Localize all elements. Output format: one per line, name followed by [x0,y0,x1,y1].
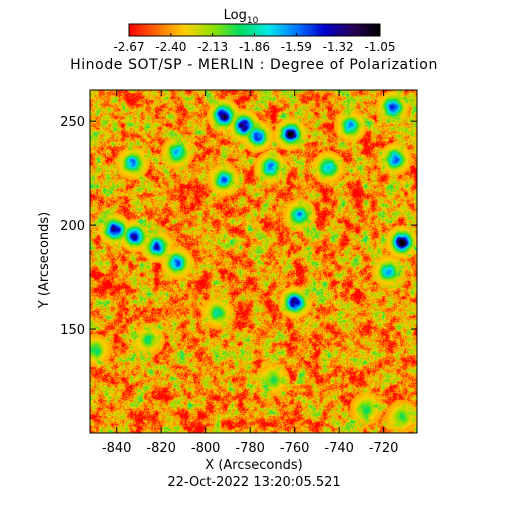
x-tick-label: -840 [102,441,132,456]
colorbar-tick-label: -2.40 [155,40,186,54]
colorbar-tick-label: -1.86 [239,40,270,54]
y-axis: 150 200 250 [60,115,417,338]
colorbar-tick-label: -2.67 [113,40,144,54]
x-tick-label: -820 [146,441,176,456]
x-tick-label: -800 [191,441,221,456]
polarization-map [90,90,417,433]
colorbar-tick-label: -1.05 [364,40,395,54]
x-axis: -840 -820 -800 -780 -760 -740 -720 [102,90,398,456]
chart-title: Hinode SOT/SP - MERLIN : Degree of Polar… [70,57,438,73]
x-axis-label: X (Arcseconds) [205,458,302,473]
colorbar-tick-label: -2.13 [197,40,228,54]
x-tick-label: -780 [235,441,265,456]
y-tick-label: 150 [60,323,85,338]
heatmap-image [90,90,417,433]
colorbar-label: Log10 [224,8,259,26]
plot-frame [89,89,418,434]
timestamp: 22-Oct-2022 13:20:05.521 [167,475,340,490]
colorbar-tick-label: -1.59 [281,40,312,54]
x-tick-label: -720 [369,441,399,456]
colorbar-ticks: -2.67 -2.40 -2.13 -1.86 -1.59 -1.32 -1.05 [113,33,396,54]
colorbar-tick-label: -1.32 [323,40,354,54]
x-tick-label: -740 [324,441,354,456]
y-tick-label: 250 [60,115,85,130]
y-tick-label: 200 [60,219,85,234]
x-tick-label: -760 [280,441,310,456]
y-axis-label: Y (Arcseconds) [37,212,52,309]
